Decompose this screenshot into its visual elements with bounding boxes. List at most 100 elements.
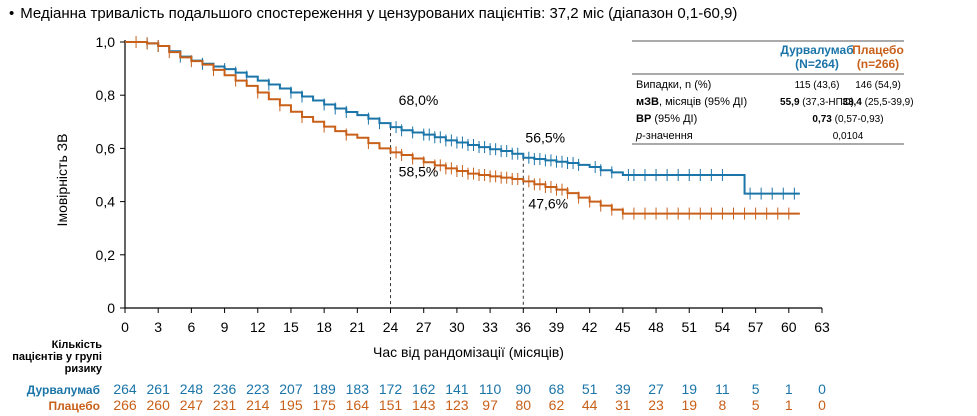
y-tick-label-2: 0,4 xyxy=(96,194,116,210)
y-tick-label-0: 0 xyxy=(107,300,115,316)
y-tick-label-3: 0,6 xyxy=(96,140,116,156)
risk-value-0-10: 141 xyxy=(445,381,469,397)
x-tick-label-3: 9 xyxy=(221,319,229,335)
risk-value-1-17: 19 xyxy=(681,397,697,413)
x-tick-label-16: 48 xyxy=(648,319,664,335)
x-tick-label-13: 39 xyxy=(549,319,565,335)
followup-note-text: Медіанна тривалість подальшого спостереж… xyxy=(20,5,738,22)
legend-row-label-0-part-0: Випадки, n (%) xyxy=(636,79,711,91)
risk-value-1-13: 62 xyxy=(549,397,565,413)
legend-row-label-3-part-1: -значення xyxy=(642,130,693,142)
risk-value-0-1: 261 xyxy=(147,381,171,397)
risk-value-0-9: 162 xyxy=(412,381,436,397)
x-tick-label-20: 60 xyxy=(781,319,797,335)
risk-table-title-1: пацієнтів у групі xyxy=(12,351,102,363)
risk-row-name-0: Дурвалумаб xyxy=(27,383,100,397)
followup-note: • Медіанна тривалість подальшого спостере… xyxy=(9,5,737,22)
risk-value-1-12: 80 xyxy=(515,397,531,413)
series-line-placebo xyxy=(125,41,800,215)
risk-value-0-5: 207 xyxy=(279,381,303,397)
legend-row-label-3-part-0: p xyxy=(635,130,642,142)
x-tick-label-5: 15 xyxy=(283,319,299,335)
y-tick-label-4: 0,8 xyxy=(96,87,116,103)
y-axis-title: Імовірність ЗВ xyxy=(54,134,70,227)
x-tick-label-14: 42 xyxy=(582,319,598,335)
risk-row-name-1: Плацебо xyxy=(48,399,100,413)
x-tick-label-2: 6 xyxy=(187,319,195,335)
risk-value-0-19: 5 xyxy=(752,381,760,397)
legend-header-0: Дурвалумаб xyxy=(780,43,853,57)
legend-row-cell-1-0: 55,9 (37,3-НПО) xyxy=(780,97,854,108)
risk-value-1-0: 266 xyxy=(113,397,137,413)
legend-row-cell-0-0-part-0: 115 (43,6) xyxy=(795,80,840,91)
risk-value-0-8: 172 xyxy=(379,381,403,397)
risk-value-1-19: 5 xyxy=(752,397,760,413)
x-tick-label-7: 21 xyxy=(350,319,366,335)
risk-value-1-1: 260 xyxy=(147,397,171,413)
legend-row-cell-0-0: 115 (43,6) xyxy=(795,80,840,91)
legend-header-sub-0: (N=264) xyxy=(795,57,839,71)
y-tick-label-1: 0,2 xyxy=(96,247,116,263)
risk-value-0-11: 110 xyxy=(479,381,502,397)
x-tick-label-21: 63 xyxy=(814,319,830,335)
legend-header-sub-1: (n=266) xyxy=(857,57,899,71)
legend-row-cell-1-1-part-1: (25,5-39,9) xyxy=(862,97,914,108)
x-tick-label-10: 30 xyxy=(449,319,465,335)
legend-row-merged-2: 0,73 (0,57-0,93) xyxy=(812,114,883,125)
annotation-0-1: 56,5% xyxy=(525,130,565,146)
legend-row-label-0: Випадки, n (%) xyxy=(636,79,711,91)
legend-row-cell-0-1: 146 (54,9) xyxy=(855,80,901,91)
risk-value-0-16: 27 xyxy=(648,381,664,397)
legend-row-label-1-part-0: мЗВ xyxy=(636,96,659,108)
legend-row-cell-1-1: 33,4 (25,5-39,9) xyxy=(842,97,913,108)
x-tick-label-11: 33 xyxy=(482,319,498,335)
legend-row-label-2-part-1: (95% ДІ) xyxy=(651,113,697,125)
risk-value-1-9: 143 xyxy=(412,397,436,413)
risk-table-title-2: ризику xyxy=(65,363,103,375)
x-tick-label-12: 36 xyxy=(515,319,531,335)
x-tick-label-18: 54 xyxy=(715,319,731,335)
risk-value-1-4: 214 xyxy=(246,397,270,413)
bullet-icon: • xyxy=(9,5,15,22)
annotation-1-1: 47,6% xyxy=(528,195,568,211)
risk-value-0-6: 189 xyxy=(312,381,336,397)
legend-row-label-3: p-значення xyxy=(635,130,693,142)
legend-row-label-2: ВР (95% ДІ) xyxy=(636,113,697,125)
legend-row-merged-3: 0,0104 xyxy=(833,131,864,142)
legend-row-cell-1-0-part-0: 55,9 xyxy=(780,97,800,108)
risk-value-0-0: 264 xyxy=(113,381,137,397)
risk-value-1-5: 195 xyxy=(279,397,303,413)
x-tick-label-1: 3 xyxy=(154,319,162,335)
risk-value-0-17: 19 xyxy=(681,381,697,397)
legend-row-label-2-part-0: ВР xyxy=(636,113,651,125)
legend-row-cell-0-1-part-0: 146 (54,9) xyxy=(855,80,901,91)
legend-header-1: Плацебо xyxy=(852,43,904,57)
x-tick-label-15: 45 xyxy=(615,319,631,335)
risk-value-1-7: 164 xyxy=(346,397,370,413)
x-tick-label-9: 27 xyxy=(416,319,432,335)
risk-value-0-20: 1 xyxy=(785,381,793,397)
risk-value-1-14: 44 xyxy=(582,397,598,413)
risk-value-0-12: 90 xyxy=(515,381,531,397)
legend-row-cell-1-0-part-1: (37,3-НПО) xyxy=(800,97,854,108)
annotation-0-0: 68,0% xyxy=(399,92,439,108)
risk-value-0-15: 39 xyxy=(615,381,631,397)
risk-value-1-15: 31 xyxy=(615,397,631,413)
legend-row-merged-3-part-0: 0,0104 xyxy=(833,131,864,142)
legend-row-label-1-part-1: , місяців (95% ДІ) xyxy=(659,96,747,108)
risk-value-0-14: 51 xyxy=(582,381,598,397)
risk-value-1-10: 123 xyxy=(445,397,469,413)
risk-value-1-2: 247 xyxy=(180,397,204,413)
risk-value-1-18: 8 xyxy=(719,397,727,413)
risk-value-0-21: 0 xyxy=(818,381,826,397)
risk-value-0-4: 223 xyxy=(246,381,270,397)
legend-row-cell-1-1-part-0: 33,4 xyxy=(842,97,862,108)
risk-value-1-20: 1 xyxy=(785,397,793,413)
risk-value-0-13: 68 xyxy=(549,381,565,397)
y-tick-label-5: 1,0 xyxy=(96,34,116,50)
risk-value-0-3: 236 xyxy=(213,381,237,397)
x-tick-label-0: 0 xyxy=(121,319,129,335)
x-tick-label-17: 51 xyxy=(681,319,697,335)
risk-value-1-16: 23 xyxy=(648,397,664,413)
